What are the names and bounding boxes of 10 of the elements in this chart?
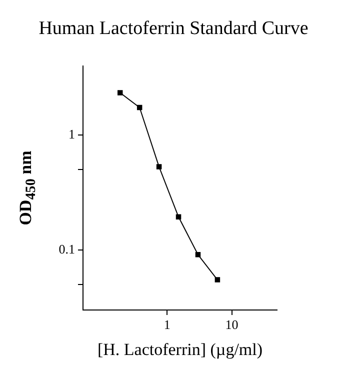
chart-title: Human Lactoferrin Standard Curve (38, 18, 310, 40)
x-axis-title: [H. Lactoferrin] (µg/ml) (96, 340, 264, 360)
x-tick-label: 10 (225, 317, 238, 332)
point (195, 252, 201, 258)
point (156, 164, 162, 170)
point (118, 90, 123, 96)
y-tick-label: 0.1 (58, 241, 75, 256)
point (176, 214, 182, 220)
point (136, 104, 142, 110)
point (214, 277, 220, 282)
